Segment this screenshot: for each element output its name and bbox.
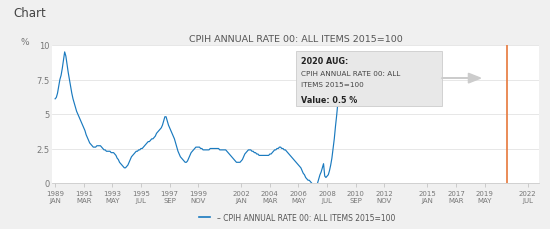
Text: ITEMS 2015=100: ITEMS 2015=100 <box>301 82 364 87</box>
Text: Value: 0.5 %: Value: 0.5 % <box>301 95 358 104</box>
FancyBboxPatch shape <box>296 51 442 106</box>
Legend: – CPIH ANNUAL RATE 00: ALL ITEMS 2015=100: – CPIH ANNUAL RATE 00: ALL ITEMS 2015=10… <box>196 210 398 225</box>
Text: 2020 AUG:: 2020 AUG: <box>301 57 349 66</box>
FancyArrow shape <box>442 74 481 84</box>
Title: CPIH ANNUAL RATE 00: ALL ITEMS 2015=100: CPIH ANNUAL RATE 00: ALL ITEMS 2015=100 <box>189 35 403 44</box>
Text: CPIH ANNUAL RATE 00: ALL: CPIH ANNUAL RATE 00: ALL <box>301 71 401 76</box>
Text: Chart: Chart <box>14 7 47 20</box>
Text: %: % <box>20 38 29 46</box>
